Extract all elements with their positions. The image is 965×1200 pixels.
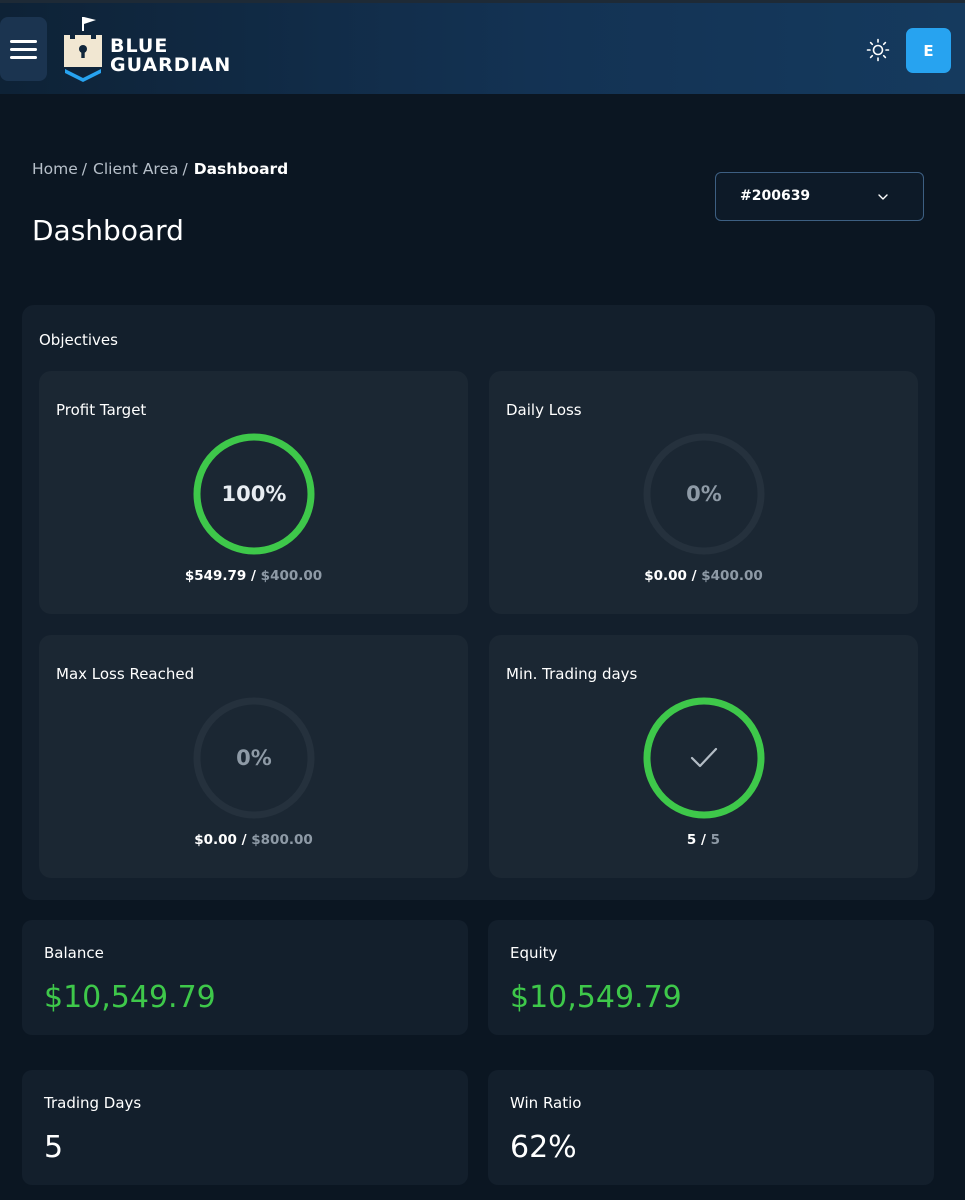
checkmark-icon — [690, 747, 718, 768]
breadcrumb: Home / Client Area / Dashboard — [32, 160, 288, 178]
chevron-down-icon — [878, 194, 888, 200]
objectives-title: Objectives — [39, 331, 118, 349]
win-ratio-value: 62% — [510, 1130, 577, 1165]
brand-line-1: BLUE — [110, 35, 169, 57]
menu-line — [10, 55, 37, 59]
trading-days-value: 5 — [44, 1130, 64, 1165]
breadcrumb-separator: / — [182, 160, 188, 178]
equity-card: Equity $10,549.79 — [488, 920, 934, 1035]
objective-label: Daily Loss — [506, 401, 582, 419]
top-bar: BLUE GUARDIAN E — [0, 0, 965, 94]
page-title: Dashboard — [32, 214, 184, 247]
menu-line — [10, 47, 37, 51]
objective-card-profit-target: Profit Target 100% $549.79 / $400.00 — [39, 371, 468, 614]
castle-shield-icon — [64, 17, 102, 82]
objective-label: Max Loss Reached — [56, 665, 195, 683]
objective-label: Profit Target — [56, 401, 147, 419]
trading-days-card: Trading Days 5 — [22, 1070, 468, 1185]
equity-value: $10,549.79 — [510, 980, 682, 1015]
brand-name: BLUE GUARDIAN — [110, 37, 231, 75]
balance-value: $10,549.79 — [44, 980, 216, 1015]
avatar-initial: E — [923, 41, 934, 60]
account-select-dropdown[interactable]: #200639 — [715, 172, 924, 221]
account-select-value: #200639 — [740, 188, 811, 204]
objective-limit: 5 — [710, 832, 721, 848]
objective-card-max-loss: Max Loss Reached 0% $0.00 / $800.00 — [39, 635, 468, 878]
progress-ring — [643, 697, 765, 819]
progress-percent: 0% — [686, 482, 722, 506]
user-avatar-button[interactable]: E — [906, 28, 951, 73]
theme-toggle-sun-icon[interactable] — [866, 38, 890, 62]
balance-label: Balance — [44, 944, 104, 962]
breadcrumb-home-link[interactable]: Home — [32, 160, 78, 178]
objective-current: 5 — [686, 832, 697, 848]
objective-amount: $0.00 / $400.00 — [644, 568, 763, 584]
balance-card: Balance $10,549.79 — [22, 920, 468, 1035]
brand-logo[interactable]: BLUE GUARDIAN — [60, 15, 240, 85]
objective-card-daily-loss: Daily Loss 0% $0.00 / $400.00 — [489, 371, 918, 614]
progress-percent: 100% — [221, 482, 287, 506]
breadcrumb-client-area-link[interactable]: Client Area — [93, 160, 179, 178]
objective-current: $0.00 — [194, 832, 237, 848]
progress-ring — [643, 433, 765, 555]
objective-current: $549.79 — [184, 568, 247, 584]
objective-amount: $0.00 / $800.00 — [194, 832, 313, 848]
progress-percent: 0% — [236, 746, 272, 770]
breadcrumb-current: Dashboard — [193, 160, 289, 178]
progress-ring — [193, 697, 315, 819]
win-ratio-card: Win Ratio 62% — [488, 1070, 934, 1185]
objective-limit: $400.00 — [701, 568, 763, 584]
equity-label: Equity — [510, 944, 558, 962]
objective-amount: 5 / 5 — [686, 832, 721, 848]
breadcrumb-separator: / — [81, 160, 88, 178]
win-ratio-label: Win Ratio — [510, 1094, 582, 1112]
progress-ring — [193, 433, 315, 555]
objective-amount: $549.79 / $400.00 — [184, 568, 323, 584]
objective-current: $0.00 — [644, 568, 687, 584]
brand-line-2: GUARDIAN — [110, 54, 232, 76]
hamburger-menu-button[interactable] — [0, 17, 47, 81]
objective-limit: $800.00 — [251, 832, 313, 848]
objective-card-min-trading-days: Min. Trading days 5 / 5 — [489, 635, 918, 878]
objective-limit: $400.00 — [260, 568, 323, 584]
objective-label: Min. Trading days — [506, 665, 638, 683]
trading-days-label: Trading Days — [44, 1094, 142, 1112]
objectives-panel: Objectives Profit Target 100% $549.79 / … — [22, 305, 935, 900]
menu-line — [10, 39, 37, 43]
